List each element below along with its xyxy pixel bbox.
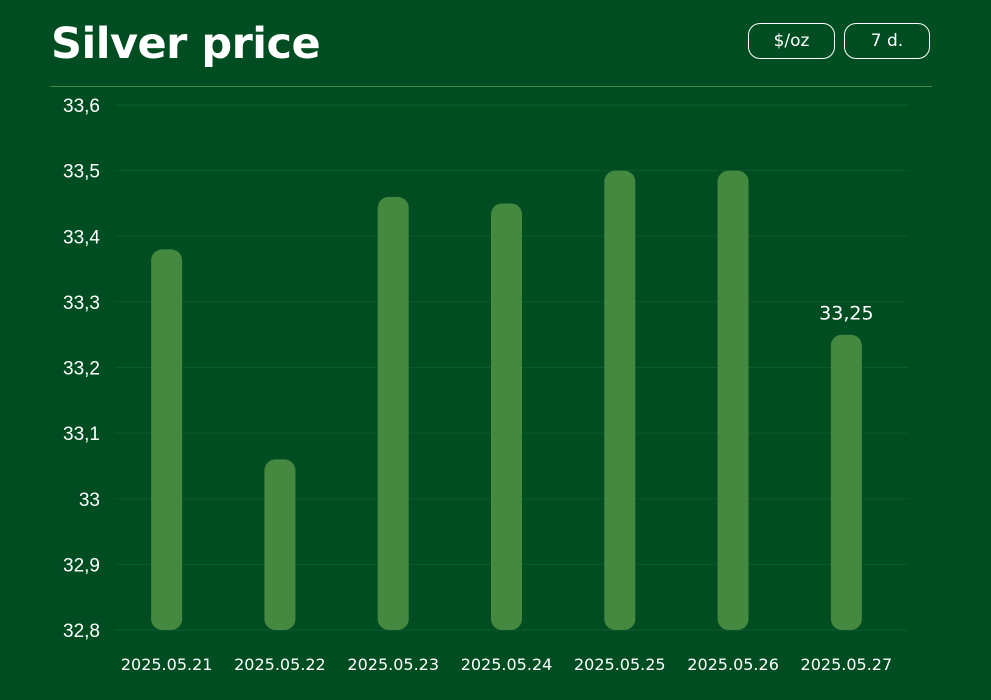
bar-2025.05.26[interactable] bbox=[717, 170, 749, 630]
y-tick-label: 33,4 bbox=[63, 227, 100, 248]
bar-2025.05.21[interactable] bbox=[151, 249, 183, 630]
header-divider bbox=[50, 86, 932, 87]
y-tick-label: 32,9 bbox=[63, 555, 100, 576]
data-label: 33,25 bbox=[819, 303, 873, 325]
x-tick-label: 2025.05.25 bbox=[574, 655, 666, 674]
x-tick-label: 2025.05.24 bbox=[461, 655, 553, 674]
bar-2025.05.24[interactable] bbox=[491, 203, 522, 630]
x-tick-label: 2025.05.26 bbox=[687, 655, 779, 674]
y-tick-label: 33,6 bbox=[63, 96, 100, 117]
y-tick-label: 33 bbox=[79, 490, 100, 511]
y-tick-label: 33,2 bbox=[63, 359, 100, 380]
x-tick-label: 2025.05.22 bbox=[234, 655, 326, 674]
bar-2025.05.25[interactable] bbox=[604, 170, 636, 630]
bar-2025.05.22[interactable] bbox=[264, 459, 296, 630]
x-tick-label: 2025.05.23 bbox=[347, 655, 439, 674]
y-tick-label: 33,5 bbox=[63, 162, 100, 183]
y-tick-label: 33,3 bbox=[63, 293, 100, 314]
bar-2025.05.23[interactable] bbox=[377, 196, 409, 630]
x-tick-label: 2025.05.21 bbox=[121, 655, 213, 674]
time-range-button[interactable]: 7 d. bbox=[844, 23, 930, 59]
unit-selector-button[interactable]: $/oz bbox=[748, 23, 835, 59]
y-tick-label: 32,8 bbox=[63, 621, 100, 642]
page-title: Silver price bbox=[51, 19, 321, 69]
y-tick-label: 33,1 bbox=[63, 424, 100, 445]
x-tick-label: 2025.05.27 bbox=[801, 655, 893, 674]
bar-2025.05.27[interactable] bbox=[830, 334, 862, 630]
